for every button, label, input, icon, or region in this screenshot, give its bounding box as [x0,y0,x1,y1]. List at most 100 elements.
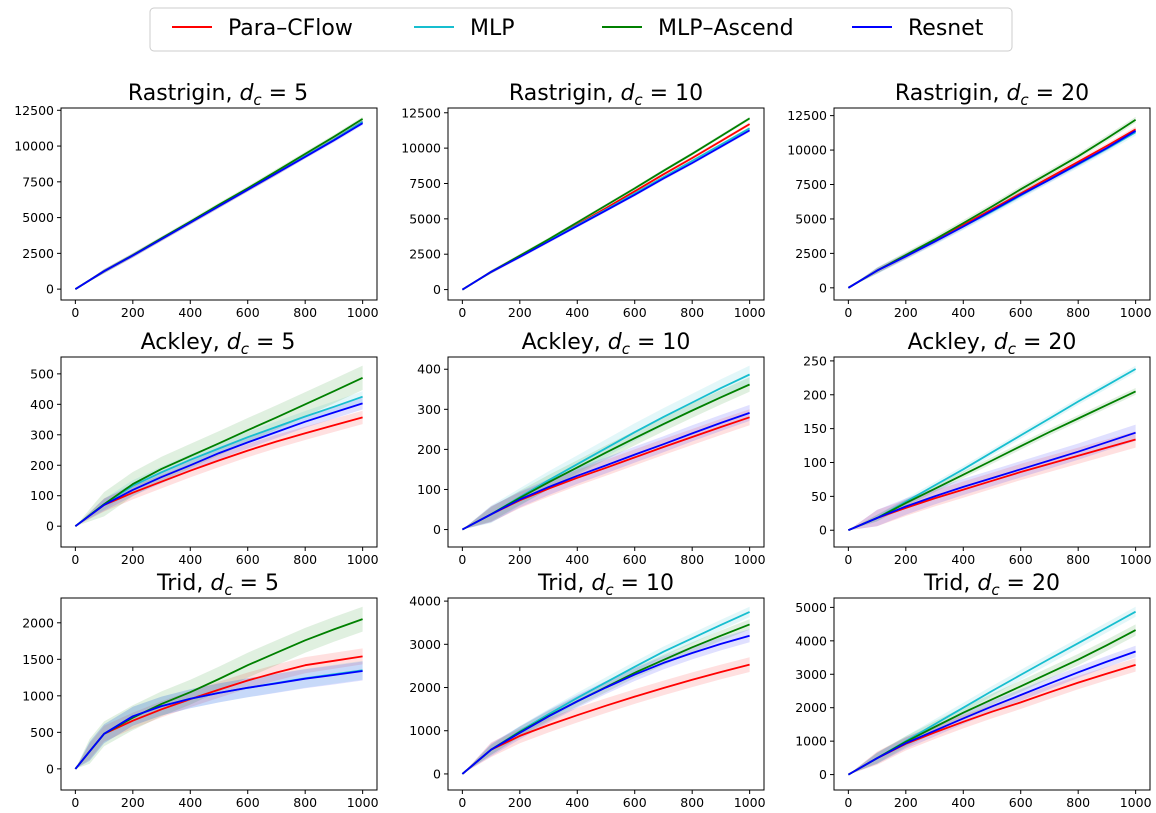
series-line-0 [74,416,363,527]
series-line-2 [848,390,1136,532]
y-tick-label: 2000 [22,615,54,630]
x-tick-label: 400 [178,795,202,810]
legend: Para–CFlow MLP MLP–Ascend Resnet [149,7,1013,52]
y-tick-label: 400 [30,397,54,412]
x-tick-label: 800 [293,305,317,320]
y-tick-label: 1000 [795,734,827,749]
y-tick-label: 0 [819,767,827,782]
x-tick-label: 200 [121,305,145,320]
x-tick-label: 0 [844,795,852,810]
legend-label: MLP–Ascend [658,16,794,41]
y-tick-label: 12500 [14,103,54,118]
plot-area [461,365,750,531]
x-tick-label: 600 [236,305,260,320]
x-tick-label: 600 [623,795,647,810]
subplot-title: Trid, dc = 20 [923,571,1060,599]
x-tick-label: 800 [1066,552,1090,567]
y-tick-label: 150 [803,421,827,436]
x-tick-label: 1000 [734,795,766,810]
axes-frame [447,597,765,791]
subplot-trid-dc10: 0 200 400 600 800 1000 0 1000 2000 3000 4000 Trid, … [409,571,765,810]
x-tick-label: 200 [508,305,532,320]
series-band-0 [848,658,1136,775]
y-tick-label: 4000 [795,633,827,648]
y-tick-label: 1500 [22,652,54,667]
y-tick-label: 200 [30,458,54,473]
series-line-3 [74,670,363,770]
y-tick-label: 5000 [22,210,54,225]
plot-area [74,116,364,290]
x-tick-label: 0 [844,305,852,320]
x-tick-label: 0 [458,552,466,567]
axes-frame [833,356,1151,548]
x-tick-label: 400 [565,552,589,567]
y-tick-label: 2500 [409,247,441,262]
y-tick-label: 1000 [22,688,54,703]
y-tick-label: 100 [30,488,54,503]
y-tick-label: 7500 [22,174,54,189]
series-band-0 [75,410,363,527]
y-tick-label: 300 [30,427,54,442]
series-band-1 [75,391,363,527]
x-tick-label: 400 [951,795,975,810]
series-band-2 [462,116,750,290]
y-tick-label: 2500 [22,246,54,261]
series-line-3 [848,431,1136,532]
y-tick-label: 0 [433,282,441,297]
y-tick-label: 10000 [14,139,54,154]
x-tick-label: 1000 [734,552,766,567]
x-tick-label: 200 [508,552,532,567]
y-tick-label: 2500 [795,246,827,261]
series-band-0 [75,648,363,769]
series-band-1 [462,606,750,774]
subplot-ackley-dc20: 0 200 400 600 800 1000 0 50 100 150 200 250 Ackley, … [803,330,1151,567]
y-tick-label: 3000 [795,667,827,682]
y-tick-label: 100 [417,482,441,497]
subplot-ackley-dc5: 0 200 400 600 800 1000 0 100 200 300 400 500 Ackley,… [30,330,378,567]
x-tick-label: 0 [71,795,79,810]
x-tick-label: 200 [894,795,918,810]
x-tick-label: 600 [1009,552,1033,567]
series-line-3 [461,412,750,531]
series-band-2 [75,365,363,527]
plot-area [461,116,751,291]
series-band-2 [848,116,1136,288]
y-tick-label: 7500 [409,176,441,191]
series-line-3 [847,130,1137,289]
y-tick-label: 400 [417,362,441,377]
series-band-3 [75,661,363,769]
series-line-3 [74,122,364,290]
x-tick-label: 400 [951,305,975,320]
y-tick-label: 250 [803,353,827,368]
x-tick-label: 1000 [347,305,379,320]
x-tick-label: 800 [680,305,704,320]
plot-area [461,606,750,775]
x-tick-label: 400 [178,305,202,320]
series-line-3 [461,634,750,775]
series-band-1 [75,660,363,769]
axes-frame [447,107,765,301]
x-tick-label: 200 [894,552,918,567]
y-tick-label: 0 [819,523,827,538]
subplot-title: Ackley, dc = 10 [522,330,691,358]
x-tick-label: 200 [121,552,145,567]
y-tick-label: 100 [803,455,827,470]
subplot-trid-dc20: 0 200 400 600 800 1000 0 1000 2000 3000 4000 5000 Tr… [795,571,1151,810]
y-tick-label: 0 [46,761,54,776]
series-band-1 [848,365,1136,531]
y-tick-label: 0 [46,282,54,297]
x-tick-label: 0 [71,552,79,567]
x-tick-label: 600 [1009,795,1033,810]
series-line-3 [74,402,363,527]
subplot-title: Rastrigin, dc = 5 [128,81,308,109]
y-tick-label: 5000 [409,211,441,226]
y-tick-label: 500 [30,366,54,381]
subplot-rastrigin-dc20: 0 200 400 600 800 100002500500075001000012500… [787,81,1151,320]
x-tick-label: 200 [121,795,145,810]
x-tick-label: 1000 [1120,552,1152,567]
y-tick-label: 12500 [787,108,827,123]
x-tick-label: 600 [623,305,647,320]
plot-area [74,606,363,770]
axes-frame [833,107,1151,301]
x-tick-label: 400 [178,552,202,567]
